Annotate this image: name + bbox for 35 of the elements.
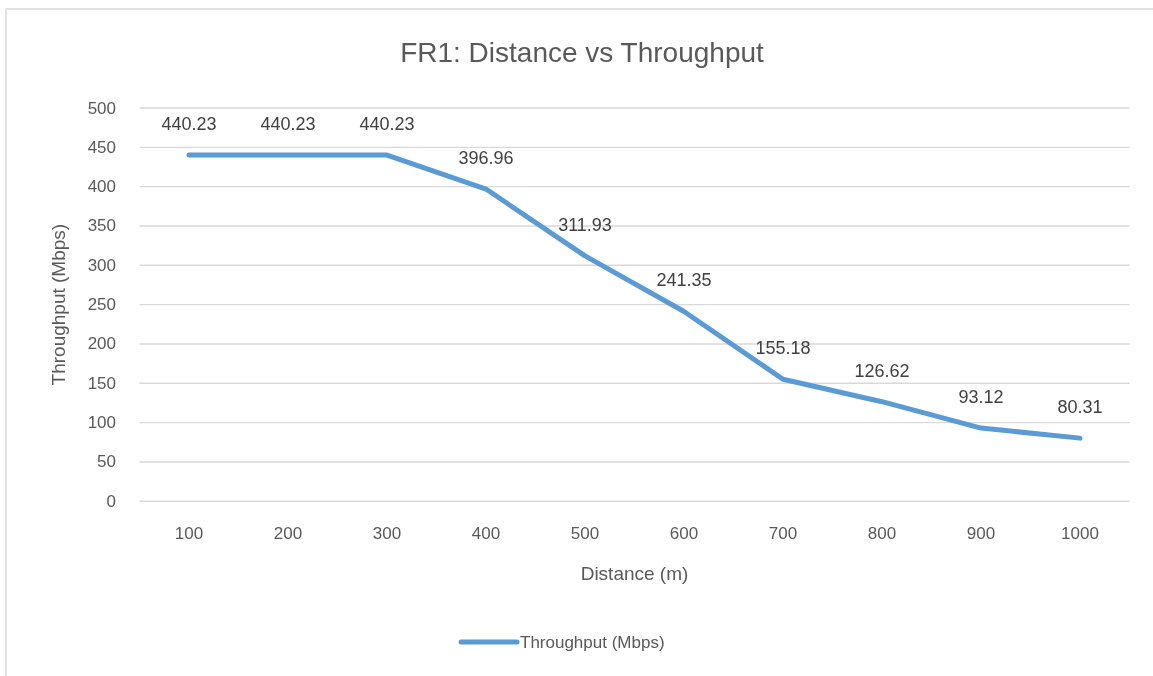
y-tick-label: 300 [87,255,116,275]
data-label: 241.35 [656,270,712,291]
x-tick-label: 800 [867,523,897,543]
y-tick-label: 500 [87,98,116,118]
x-tick-label: 100 [174,523,204,543]
data-label: 440.23 [260,114,316,135]
data-label: 396.96 [458,148,514,169]
chart-title: FR1: Distance vs Throughput [400,36,765,68]
data-label: 311.93 [558,214,612,235]
data-label: 155.18 [755,338,811,359]
data-label: 440.23 [161,114,217,135]
legend-label: Throughput (Mbps) [520,632,665,652]
y-tick-label: 450 [87,137,116,157]
x-tick-label: 600 [669,523,699,543]
data-label: 80.31 [1057,397,1103,418]
y-tick-label: 50 [97,452,116,472]
x-tick-label: 900 [966,523,996,543]
x-tick-label: 700 [768,523,798,543]
x-tick-label: 400 [471,523,501,543]
data-label: 93.12 [958,387,1004,408]
y-tick-label: 150 [87,373,116,393]
x-axis-title: Distance (m) [580,562,689,584]
x-tick-label: 300 [372,523,402,543]
data-label: 440.23 [359,114,415,135]
y-tick-label: 0 [106,491,116,511]
x-tick-label: 1000 [1061,523,1099,543]
x-tick-label: 200 [273,523,303,543]
y-tick-label: 100 [87,413,116,433]
y-tick-label: 350 [87,216,116,236]
data-label: 126.62 [854,360,910,381]
x-tick-label: 500 [570,523,600,543]
y-tick-label: 200 [87,334,116,354]
y-axis-title: Throughput (Mbps) [47,223,69,386]
y-tick-label: 250 [87,295,116,315]
y-tick-label: 400 [87,177,116,197]
